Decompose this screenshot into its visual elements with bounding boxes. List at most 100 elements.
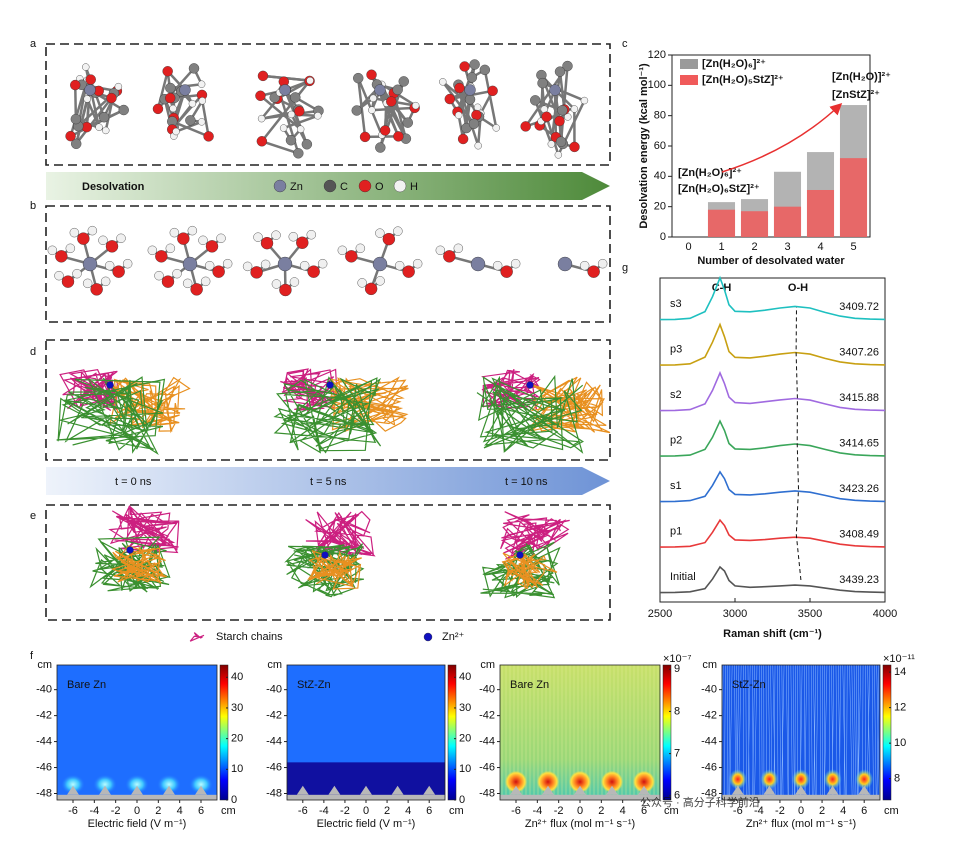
flux-streamline xyxy=(786,664,789,801)
colorbar-tick-label: 8 xyxy=(674,705,680,717)
x-tick-label: 2 xyxy=(751,241,757,253)
flux-streamline xyxy=(724,664,726,801)
x-unit: cm xyxy=(221,805,236,817)
atom xyxy=(554,115,565,127)
peak-trend xyxy=(795,306,802,581)
atom xyxy=(359,131,371,143)
time-label: t = 10 ns xyxy=(505,476,548,488)
h-atom xyxy=(375,276,385,286)
flux-streamline xyxy=(876,664,880,801)
zn-protrusion xyxy=(195,785,207,795)
y-tick-label: -46 xyxy=(36,761,52,773)
atom xyxy=(257,70,269,82)
watermark: 公众号 · 高分子科学前沿 xyxy=(640,795,760,809)
atom xyxy=(466,72,478,83)
atom xyxy=(554,66,566,77)
x-tick-label: 3500 xyxy=(798,608,822,620)
bond xyxy=(201,100,210,137)
h-atom xyxy=(200,276,211,287)
zn-atom xyxy=(279,84,291,96)
legend-swatch xyxy=(680,75,698,85)
bond xyxy=(172,94,203,128)
zn-ion xyxy=(326,381,334,389)
field-hotspot xyxy=(157,774,181,795)
starch-chain xyxy=(500,511,570,561)
zn-atom xyxy=(179,84,191,96)
x-tick-label: 6 xyxy=(641,805,647,817)
flux-streamline xyxy=(851,664,855,801)
h-atom xyxy=(98,235,108,246)
h-atom xyxy=(375,228,385,238)
h-atom xyxy=(222,258,233,269)
flux-streamline xyxy=(815,664,819,801)
flux-hotspot xyxy=(601,770,623,793)
x-tick-label: 0 xyxy=(134,805,140,817)
h-atom xyxy=(288,232,298,242)
x-tick-label: 2500 xyxy=(648,608,672,620)
atom xyxy=(203,131,214,142)
x-tick-label: -4 xyxy=(319,805,329,817)
x-tick-label: 1 xyxy=(718,241,724,253)
panel-label: e xyxy=(30,510,36,522)
atom xyxy=(464,94,476,105)
series-label: Initial xyxy=(670,571,696,583)
y-tick-label: 80 xyxy=(654,110,666,122)
o-atom xyxy=(161,275,175,288)
zn-protrusion xyxy=(99,785,111,795)
atom xyxy=(459,61,470,72)
starch-chain xyxy=(56,376,166,456)
atom xyxy=(188,99,197,108)
atom xyxy=(287,110,296,119)
x-unit: cm xyxy=(449,805,464,817)
bond xyxy=(553,89,558,138)
atom xyxy=(257,114,266,123)
flux-streamline xyxy=(781,664,785,801)
flux-streamline xyxy=(779,664,782,801)
atom xyxy=(353,72,364,84)
atom xyxy=(83,95,91,103)
o-atom xyxy=(177,232,190,245)
h-atom xyxy=(253,232,263,242)
x-tick-label: 4000 xyxy=(873,608,897,620)
h-atom xyxy=(355,243,366,254)
h-atom xyxy=(271,279,282,289)
bond xyxy=(283,114,319,130)
x-tick-label: 6 xyxy=(198,805,204,817)
map-label: StZ-Zn xyxy=(732,679,766,691)
y-tick-label: 60 xyxy=(654,140,666,152)
zn-protrusion xyxy=(328,785,341,795)
colorbar-tick-label: 7 xyxy=(674,748,680,760)
flux-streamline xyxy=(781,664,784,801)
panel-a-frame xyxy=(45,43,611,166)
y-axis-label: Desolvation energy (kcal mol⁻¹) xyxy=(638,63,650,229)
colorbar-tick-label: 10 xyxy=(894,737,906,749)
x-tick-label: 2 xyxy=(155,805,161,817)
atom xyxy=(198,118,206,126)
bar xyxy=(806,189,835,237)
atom xyxy=(555,136,567,147)
atom xyxy=(314,112,322,120)
legend-atom xyxy=(358,179,372,193)
starch-chain xyxy=(476,374,585,454)
o-atom xyxy=(77,232,90,245)
bar xyxy=(740,211,769,237)
atom xyxy=(570,105,579,113)
arrow-label: Desolvation xyxy=(82,181,145,193)
h-atom xyxy=(242,261,253,272)
zn-atom xyxy=(82,256,98,272)
x-axis-label: Number of desolvated water xyxy=(697,255,845,267)
y-tick-label: -48 xyxy=(266,787,282,799)
panel-label: c xyxy=(622,38,628,50)
h-atom xyxy=(100,276,111,287)
h-atom xyxy=(165,243,176,254)
atom xyxy=(369,94,377,102)
bar xyxy=(839,158,868,237)
starch-chain xyxy=(189,632,205,642)
y-tick-label: -44 xyxy=(479,735,495,747)
h-atom xyxy=(453,243,464,254)
bar xyxy=(773,206,802,237)
x-tick-label: 4 xyxy=(177,805,183,817)
colorbar-tick-label: 12 xyxy=(894,702,906,714)
h-atom xyxy=(579,260,590,271)
flux-hotspot xyxy=(505,770,527,793)
